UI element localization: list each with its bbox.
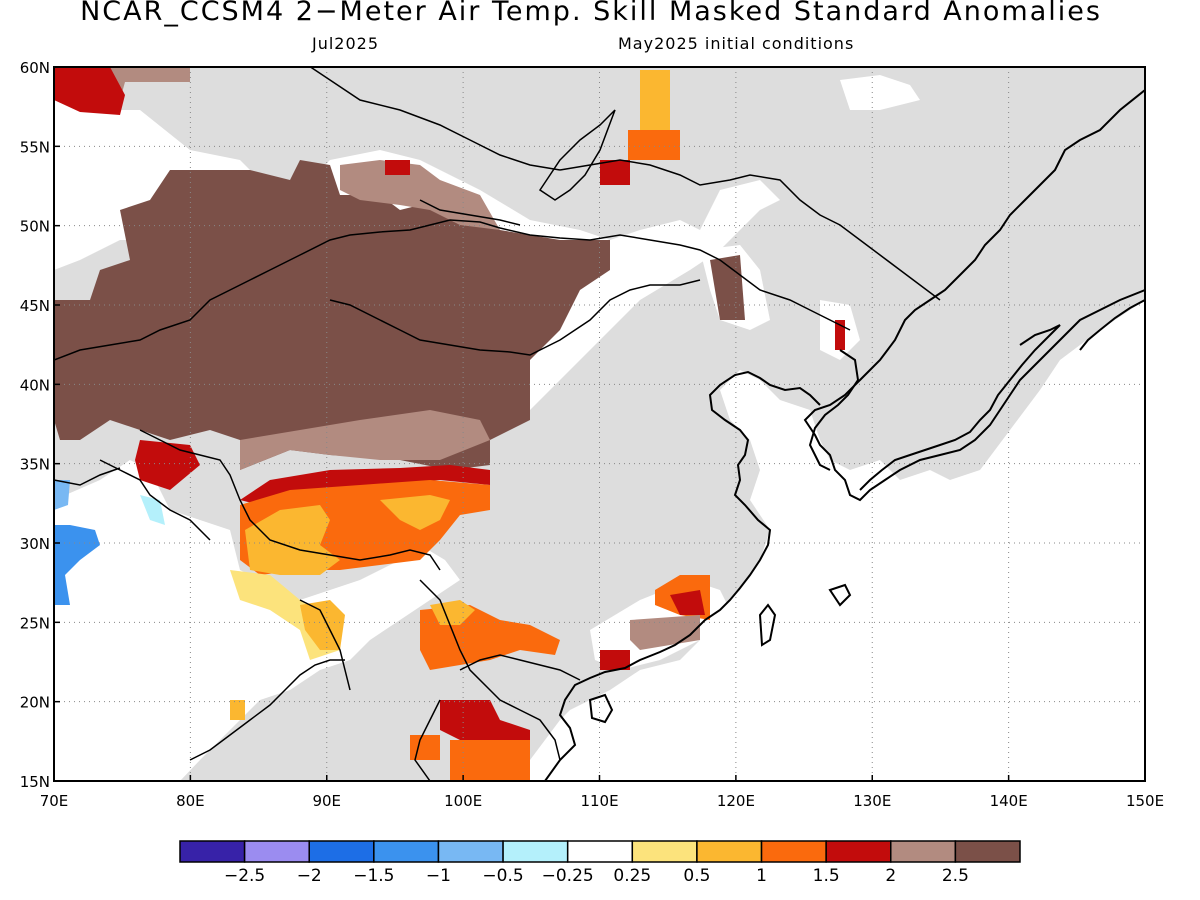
colorbar-label: 1 <box>756 866 767 886</box>
colorbar-swatch <box>825 840 892 863</box>
lat-tick-label: 25N <box>20 614 50 632</box>
colorbar-swatch <box>566 840 634 863</box>
map-title: NCAR_CCSM4 2−Meter Air Temp. Skill Maske… <box>80 0 1102 27</box>
colorbar <box>179 840 1021 863</box>
colorbar-swatch <box>696 840 763 863</box>
colorbar-label: 0.5 <box>683 866 710 886</box>
lat-tick-label: 60N <box>20 59 50 77</box>
colorbar-swatch <box>179 840 246 863</box>
colorbar-swatch <box>502 840 569 863</box>
colorbar-swatch <box>373 840 440 863</box>
lon-tick-label: 70E <box>40 792 69 810</box>
lat-tick-label: 15N <box>20 773 50 791</box>
lat-tick-label: 55N <box>20 138 50 156</box>
colorbar-swatch <box>437 840 504 863</box>
initial-conditions: May2025 initial conditions <box>618 34 855 53</box>
lon-tick-label: 90E <box>312 792 341 810</box>
lon-tick-label: 140E <box>990 792 1028 810</box>
lat-tick-label: 40N <box>20 376 50 394</box>
colorbar-label: 1.5 <box>813 866 840 886</box>
lon-tick-label: 100E <box>444 792 482 810</box>
colorbar-label: 2.5 <box>942 866 969 886</box>
lat-tick-label: 35N <box>20 456 50 474</box>
lat-axis: 15N 20N 25N 30N 35N 40N 45N 50N 55N 60N <box>20 59 60 791</box>
colorbar-swatch <box>308 840 375 863</box>
lon-tick-label: 150E <box>1126 792 1164 810</box>
lon-tick-label: 130E <box>853 792 891 810</box>
coastlines <box>544 89 1145 781</box>
colorbar-swatch <box>631 840 698 863</box>
colorbar-swatch <box>954 840 1021 863</box>
colorbar-labels: −2.5 −2 −1.5 −1 −0.5 −0.25 0.25 0.5 1 1.5 2 2.5 <box>224 866 969 886</box>
colorbar-label: −2 <box>297 866 322 886</box>
islands <box>588 583 852 724</box>
colorbar-label: −2.5 <box>224 866 265 886</box>
valid-month: Jul2025 <box>312 34 380 53</box>
colorbar-label: −1.5 <box>353 866 394 886</box>
lon-axis: 70E 80E 90E 100E 110E 120E 130E 140E 150E <box>40 775 1164 810</box>
lat-tick-label: 45N <box>20 297 50 315</box>
colorbar-swatch <box>243 840 310 863</box>
lat-tick-label: 30N <box>20 535 50 553</box>
colorbar-label: −0.5 <box>482 866 523 886</box>
borders <box>54 67 941 781</box>
colorbar-label: −0.25 <box>542 866 594 886</box>
colorbar-label: −1 <box>426 866 451 886</box>
lat-tick-label: 20N <box>20 694 50 712</box>
map-field <box>54 67 1145 781</box>
colorbar-label: 2 <box>885 866 896 886</box>
colorbar-swatch <box>890 840 957 863</box>
lon-tick-label: 110E <box>580 792 618 810</box>
anomaly-warm <box>54 67 845 781</box>
colorbar-swatch <box>760 840 827 863</box>
gridlines <box>54 67 1145 781</box>
lon-tick-label: 120E <box>717 792 755 810</box>
lat-tick-label: 50N <box>20 218 50 236</box>
colorbar-label: 0.25 <box>613 866 651 886</box>
anomaly-cool <box>54 480 165 605</box>
lon-tick-label: 80E <box>176 792 205 810</box>
